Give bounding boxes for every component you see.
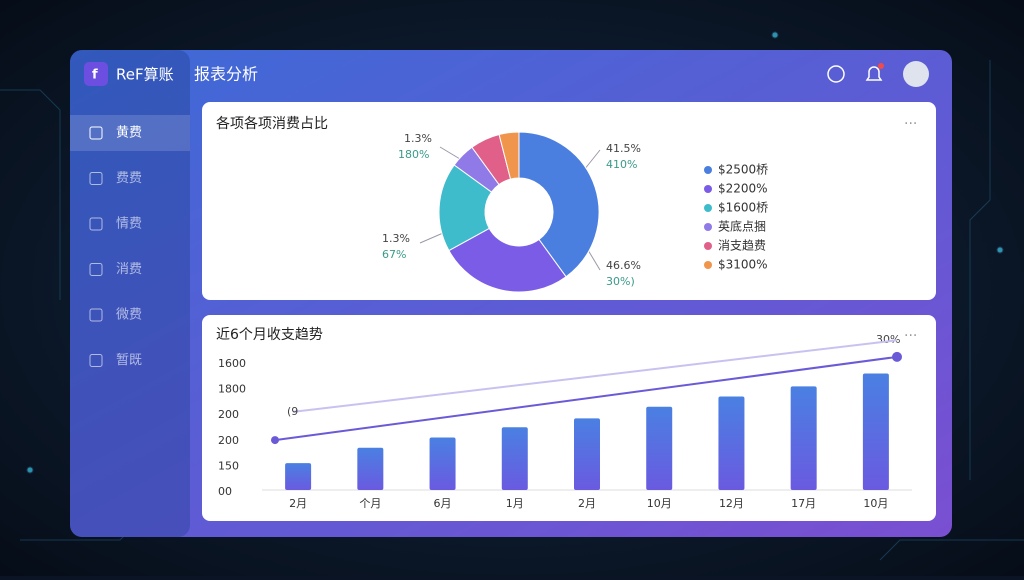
slice-label: 1.3% xyxy=(382,232,410,245)
bar xyxy=(501,427,528,490)
legend-label: $2200% xyxy=(718,182,768,196)
trend-point xyxy=(271,436,279,445)
donut-slice xyxy=(438,164,493,252)
menu-item[interactable]: 黄费 xyxy=(116,126,142,141)
legend-label: $3100% xyxy=(718,258,768,272)
bar xyxy=(357,447,384,490)
trend-label: (9 xyxy=(287,405,298,418)
sidebar xyxy=(70,50,190,537)
x-tick-label: 6月 xyxy=(434,497,452,510)
menu-item[interactable]: 微费 xyxy=(116,308,142,323)
x-tick-label: 1月 xyxy=(506,497,524,510)
legend-dot xyxy=(704,242,712,250)
badge xyxy=(878,63,884,69)
y-axis-label: 150 xyxy=(218,459,239,472)
bar xyxy=(429,437,456,490)
legend-dot xyxy=(704,204,712,212)
x-tick-label: 10月 xyxy=(863,497,888,510)
slice-label: 1.3% xyxy=(404,132,432,145)
x-tick-label: 12月 xyxy=(719,497,744,510)
page-title: 报表分析 xyxy=(194,65,258,84)
menu-item[interactable]: 暂既 xyxy=(116,353,142,368)
circuit xyxy=(0,31,1024,561)
menu-icon xyxy=(89,217,103,231)
x-tick-label: 个月 xyxy=(359,497,381,510)
menu-icon xyxy=(89,126,103,140)
y-axis-label: 200 xyxy=(218,408,239,421)
bar xyxy=(718,396,745,490)
slice-label: 410% xyxy=(606,158,637,171)
donut-slice xyxy=(518,131,600,278)
slice-label: 46.6% xyxy=(606,259,641,272)
menu-icon xyxy=(89,172,103,185)
logo-icon xyxy=(84,62,108,86)
donut-slice xyxy=(448,227,567,293)
bar xyxy=(646,406,673,490)
legend-label: 消支趋费 xyxy=(718,239,766,253)
more-icon[interactable]: ··· xyxy=(904,116,917,132)
slice-label: 180% xyxy=(398,148,429,161)
x-tick-label: 2月 xyxy=(578,497,596,510)
bar xyxy=(285,463,312,490)
legend-label: 英底点捆 xyxy=(718,219,766,234)
trend-line xyxy=(274,355,898,442)
avatar[interactable] xyxy=(903,61,929,87)
y-axis-label: 00 xyxy=(218,485,232,498)
logo-glyph: f xyxy=(92,68,98,83)
x-tick-label: 17月 xyxy=(791,497,816,510)
legend-dot xyxy=(704,166,712,174)
legend-label: $1600桥 xyxy=(718,201,768,215)
slice-label: 30%) xyxy=(606,275,635,288)
bar xyxy=(790,386,817,490)
menu-icon xyxy=(89,308,103,322)
menu-icon xyxy=(89,354,103,367)
x-tick-label: 10月 xyxy=(647,497,672,510)
y-axis-label: 1800 xyxy=(218,383,246,396)
y-axis-label: 200 xyxy=(218,434,239,447)
legend-label: $2500桥 xyxy=(718,163,768,177)
trend-point xyxy=(892,351,902,362)
slice-label: 67% xyxy=(382,248,406,261)
legend-dot xyxy=(704,261,712,269)
bar xyxy=(574,418,600,490)
trend-line xyxy=(292,339,898,413)
chart-title: 近6个月收支趋势 xyxy=(216,327,323,343)
chart-title: 各项各项消费占比 xyxy=(216,116,328,132)
bar xyxy=(862,373,889,490)
menu-icon xyxy=(89,263,103,276)
menu-item[interactable]: 情费 xyxy=(116,217,142,232)
bell-icon[interactable] xyxy=(865,66,883,81)
donut-slice xyxy=(498,131,520,180)
slice-label: 41.5% xyxy=(606,142,641,155)
x-tick-label: 2月 xyxy=(289,497,307,510)
panel xyxy=(202,315,936,521)
more-icon[interactable]: ··· xyxy=(904,328,917,344)
legend-dot xyxy=(704,223,712,231)
legend-dot xyxy=(704,185,712,193)
menu-item[interactable]: 消费 xyxy=(116,262,142,277)
logo-text: ReF算账 xyxy=(116,66,174,84)
y-axis-label: 1600 xyxy=(218,357,246,370)
help-icon[interactable] xyxy=(827,65,845,83)
menu-item[interactable]: 费费 xyxy=(116,171,142,186)
